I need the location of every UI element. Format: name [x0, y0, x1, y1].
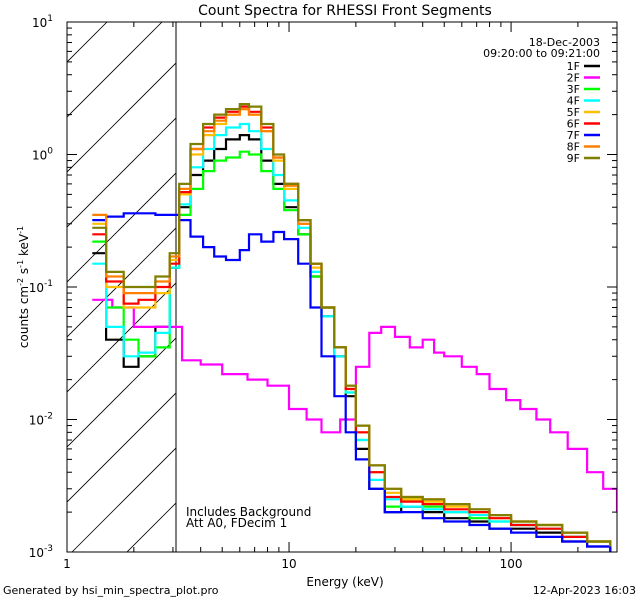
legend-label-3F: 3F: [567, 83, 580, 96]
hatch-line: [126, 502, 176, 552]
legend-label-9F: 9F: [567, 152, 580, 165]
annotation-background: Includes Background: [186, 505, 311, 519]
legend-label-6F: 6F: [567, 118, 580, 131]
y-tick-label: 100: [32, 147, 53, 163]
legend-label-2F: 2F: [567, 72, 580, 85]
hatch-line: [67, 22, 163, 118]
footer-timestamp: 12-Apr-2023 16:03: [533, 584, 636, 597]
hatch-line: [67, 337, 176, 448]
hatched-region: [0, 0, 640, 552]
legend-label-8F: 8F: [567, 141, 580, 154]
series-line-7F: [92, 212, 612, 552]
annotation-attenuator: Att A0, FDecim 1: [186, 516, 287, 530]
y-tick-label: 10-2: [29, 412, 53, 428]
legend-label-1F: 1F: [567, 60, 580, 73]
series-line-9F: [92, 103, 612, 547]
date-label: 18-Dec-2003: [529, 36, 600, 49]
hatch-line: [71, 447, 176, 552]
hatch-line: [67, 172, 176, 283]
hatch-line: [347, 0, 640, 552]
chart-title: Count Spectra for RHESSI Front Segments: [198, 3, 492, 19]
legend-label-7F: 7F: [567, 129, 580, 142]
hatch-line: [67, 392, 176, 503]
y-tick-label: 10-3: [29, 544, 53, 560]
hatch-line: [67, 227, 176, 338]
x-tick-label: 1: [63, 557, 71, 571]
series-line-3F: [92, 150, 612, 547]
x-tick-label: 100: [500, 557, 523, 571]
hatch-line: [67, 62, 176, 173]
y-tick-label: 10-1: [29, 279, 53, 295]
footer-generated-by: Generated by hsi_min_spectra_plot.pro: [3, 584, 219, 597]
series-line-2F: [92, 298, 617, 513]
hatch-line: [0, 0, 67, 552]
hatch-line: [67, 22, 108, 63]
x-axis-label: Energy (keV): [306, 575, 383, 589]
y-axis-label: counts cm-2 s-1 keV-1: [16, 226, 31, 348]
hatch-line: [67, 117, 176, 228]
time-range-label: 09:20:00 to 09:21:00: [483, 47, 600, 60]
x-tick-label: 10: [281, 557, 296, 571]
y-tick-label: 101: [32, 14, 53, 30]
legend-label-4F: 4F: [567, 95, 580, 108]
hatch-line: [67, 282, 176, 393]
legend-label-5F: 5F: [567, 106, 580, 119]
